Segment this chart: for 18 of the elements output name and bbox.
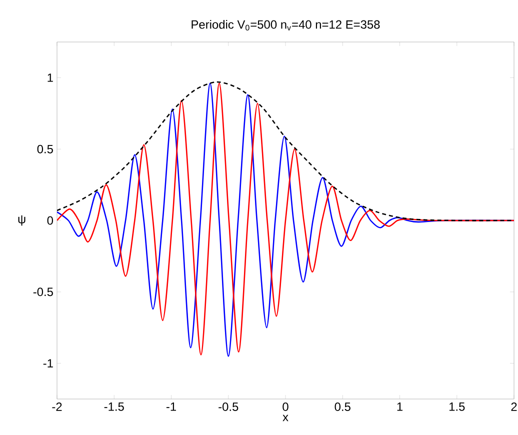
chart-title: Periodic V$_{0}$=500 n$_{v}$=40 n=12 E=358 bbox=[192, 20, 380, 30]
x-tick-label: -2 bbox=[52, 402, 62, 411]
x-tick-label: -1 bbox=[166, 402, 176, 411]
x-tick-label: -1.5 bbox=[104, 402, 124, 411]
line-series bbox=[57, 81, 514, 222]
x-tick-label: 0.5 bbox=[334, 402, 350, 411]
y-tick-label: -0.5 bbox=[33, 288, 53, 296]
y-tick-label: -1 bbox=[43, 359, 53, 368]
y-tick-label: 1 bbox=[48, 74, 53, 82]
x-tick-label: 1.5 bbox=[449, 402, 465, 411]
x-tick-label: 0 bbox=[282, 402, 288, 411]
x-tick-label: -0.5 bbox=[218, 402, 238, 411]
x-tick-label: 2 bbox=[511, 402, 517, 411]
x-tick-label: 1 bbox=[397, 402, 402, 411]
x-axis-title: x bbox=[282, 414, 288, 422]
y-axis-title: ψ bbox=[18, 215, 26, 226]
y-tick-label: 0 bbox=[47, 216, 54, 225]
y-tick-label: 0.5 bbox=[37, 144, 53, 154]
